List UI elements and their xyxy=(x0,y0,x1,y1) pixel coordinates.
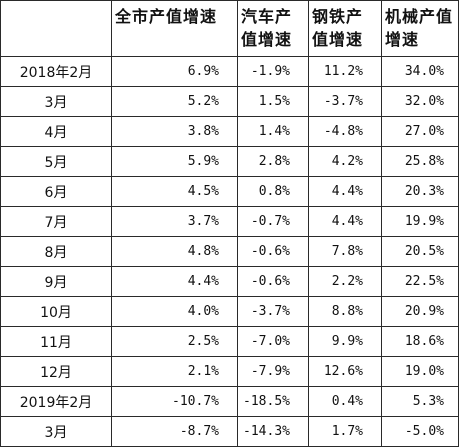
auto-output-value: 0.8% xyxy=(237,176,309,207)
city-output-value: 4.5% xyxy=(111,176,238,207)
table-row: 12月 2.1% -7.9% 12.6% 19.0% xyxy=(0,356,459,387)
steel-output-value: 4.4% xyxy=(308,176,382,207)
machinery-output-value: 5.3% xyxy=(381,386,459,417)
city-output-value: 5.9% xyxy=(111,146,238,177)
city-output-value: -8.7% xyxy=(111,416,238,447)
auto-output-value: -7.9% xyxy=(237,356,309,387)
steel-output-value: 4.4% xyxy=(308,206,382,237)
period-cell: 8月 xyxy=(0,236,112,267)
table-row: 9月 4.4% -0.6% 2.2% 22.5% xyxy=(0,266,459,297)
table-row: 2018年2月 6.9% -1.9% 11.2% 34.0% xyxy=(0,56,459,87)
header-cell-auto-output: 汽车产值增速 xyxy=(237,0,309,57)
city-output-value: 4.0% xyxy=(111,296,238,327)
steel-output-value: 1.7% xyxy=(308,416,382,447)
header-cell-machinery-output: 机械产值增速 xyxy=(381,0,459,57)
header-row: 全市产值增速 汽车产值增速 钢铁产值增速 机械产值增速 xyxy=(0,0,459,57)
table-row: 5月 5.9% 2.8% 4.2% 25.8% xyxy=(0,146,459,177)
city-output-value: 6.9% xyxy=(111,56,238,87)
auto-output-value: -14.3% xyxy=(237,416,309,447)
period-cell: 5月 xyxy=(0,146,112,177)
steel-output-value: 4.2% xyxy=(308,146,382,177)
auto-output-value: -0.6% xyxy=(237,236,309,267)
city-output-value: 4.4% xyxy=(111,266,238,297)
table-row: 3月 5.2% 1.5% -3.7% 32.0% xyxy=(0,86,459,117)
city-output-value: 2.1% xyxy=(111,356,238,387)
machinery-output-value: 34.0% xyxy=(381,56,459,87)
table-row: 6月 4.5% 0.8% 4.4% 20.3% xyxy=(0,176,459,207)
period-cell: 11月 xyxy=(0,326,112,357)
table-row: 11月 2.5% -7.0% 9.9% 18.6% xyxy=(0,326,459,357)
table-body: 2018年2月 6.9% -1.9% 11.2% 34.0% 3月 5.2% 1.5% -3.7… xyxy=(0,56,459,447)
period-cell: 7月 xyxy=(0,206,112,237)
auto-output-value: 1.4% xyxy=(237,116,309,147)
steel-output-value: 12.6% xyxy=(308,356,382,387)
header-cell-steel-output: 钢铁产值增速 xyxy=(308,0,382,57)
auto-output-value: 2.8% xyxy=(237,146,309,177)
steel-output-value: 2.2% xyxy=(308,266,382,297)
machinery-output-value: 18.6% xyxy=(381,326,459,357)
steel-output-value: 9.9% xyxy=(308,326,382,357)
auto-output-value: -3.7% xyxy=(237,296,309,327)
period-cell: 12月 xyxy=(0,356,112,387)
steel-output-value: 8.8% xyxy=(308,296,382,327)
auto-output-value: 1.5% xyxy=(237,86,309,117)
period-cell: 9月 xyxy=(0,266,112,297)
auto-output-value: -7.0% xyxy=(237,326,309,357)
auto-output-value: -0.6% xyxy=(237,266,309,297)
period-cell: 4月 xyxy=(0,116,112,147)
machinery-output-value: 22.5% xyxy=(381,266,459,297)
machinery-output-value: 20.3% xyxy=(381,176,459,207)
period-cell: 2018年2月 xyxy=(0,56,112,87)
city-output-value: 4.8% xyxy=(111,236,238,267)
city-output-value: 5.2% xyxy=(111,86,238,117)
machinery-output-value: -5.0% xyxy=(381,416,459,447)
auto-output-value: -0.7% xyxy=(237,206,309,237)
steel-output-value: -3.7% xyxy=(308,86,382,117)
header-cell-city-output: 全市产值增速 xyxy=(111,0,238,57)
table-row: 3月 -8.7% -14.3% 1.7% -5.0% xyxy=(0,416,459,447)
city-output-value: 3.7% xyxy=(111,206,238,237)
period-cell: 3月 xyxy=(0,416,112,447)
city-output-value: 2.5% xyxy=(111,326,238,357)
table-row: 7月 3.7% -0.7% 4.4% 19.9% xyxy=(0,206,459,237)
machinery-output-value: 25.8% xyxy=(381,146,459,177)
steel-output-value: 11.2% xyxy=(308,56,382,87)
city-output-value: 3.8% xyxy=(111,116,238,147)
machinery-output-value: 27.0% xyxy=(381,116,459,147)
machinery-output-value: 19.9% xyxy=(381,206,459,237)
period-cell: 2019年2月 xyxy=(0,386,112,417)
machinery-output-value: 19.0% xyxy=(381,356,459,387)
machinery-output-value: 20.9% xyxy=(381,296,459,327)
table-row: 4月 3.8% 1.4% -4.8% 27.0% xyxy=(0,116,459,147)
period-cell: 10月 xyxy=(0,296,112,327)
header-cell-period xyxy=(0,0,112,57)
steel-output-value: -4.8% xyxy=(308,116,382,147)
period-cell: 3月 xyxy=(0,86,112,117)
city-output-value: -10.7% xyxy=(111,386,238,417)
auto-output-value: -18.5% xyxy=(237,386,309,417)
steel-output-value: 7.8% xyxy=(308,236,382,267)
steel-output-value: 0.4% xyxy=(308,386,382,417)
period-cell: 6月 xyxy=(0,176,112,207)
machinery-output-value: 20.5% xyxy=(381,236,459,267)
auto-output-value: -1.9% xyxy=(237,56,309,87)
machinery-output-value: 32.0% xyxy=(381,86,459,117)
table-row: 8月 4.8% -0.6% 7.8% 20.5% xyxy=(0,236,459,267)
table-row: 2019年2月 -10.7% -18.5% 0.4% 5.3% xyxy=(0,386,459,417)
table-row: 10月 4.0% -3.7% 8.8% 20.9% xyxy=(0,296,459,327)
